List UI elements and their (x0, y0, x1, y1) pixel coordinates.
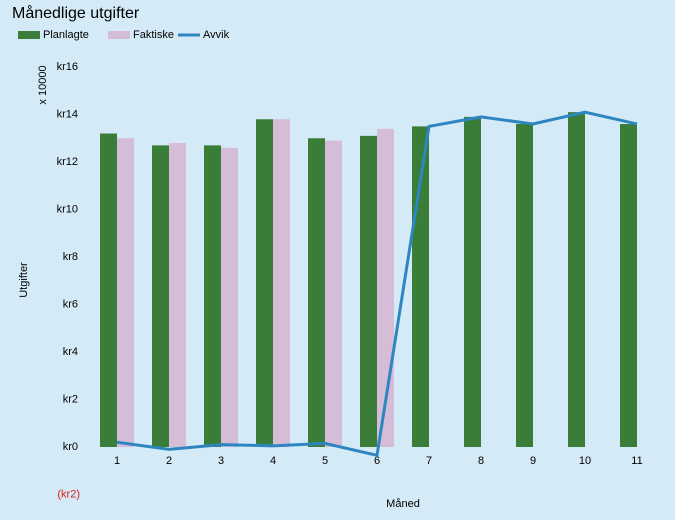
bar (117, 138, 134, 447)
x-tick-label: 1 (114, 455, 120, 467)
y-tick-label: kr4 (63, 346, 78, 358)
y-tick-label: kr6 (63, 298, 78, 310)
y-tick-label: kr8 (63, 251, 78, 263)
y-axis-title: Utgifter (18, 262, 30, 298)
legend-label: Faktiske (133, 29, 174, 41)
bar (516, 124, 533, 447)
y-unit: x 10000 (37, 65, 49, 104)
legend-label: Avvik (203, 29, 230, 41)
bar (273, 119, 290, 447)
legend-swatch (108, 31, 130, 39)
line (116, 110, 638, 458)
x-axis-title: Måned (386, 498, 420, 510)
x-tick-label: 5 (322, 455, 328, 467)
bar (100, 133, 117, 447)
bar (204, 145, 221, 447)
bar (152, 145, 169, 447)
y-tick-label: kr10 (57, 203, 78, 215)
y-tick-label: kr2 (63, 393, 78, 405)
bar (620, 124, 637, 447)
y-tick-label: kr12 (57, 156, 78, 168)
x-tick-label: 7 (426, 455, 432, 467)
y-tick-label: kr16 (57, 61, 78, 73)
x-tick-label: 9 (530, 455, 536, 467)
chart-title: Månedlige utgifter (12, 4, 140, 22)
x-tick-label: 3 (218, 455, 224, 467)
y-tick-label: kr14 (57, 108, 78, 120)
bar (308, 138, 325, 447)
bar (325, 140, 342, 447)
x-tick-label: 10 (579, 455, 591, 467)
legend-label: Planlagte (43, 29, 89, 41)
legend-swatch (18, 31, 40, 39)
bar (169, 143, 186, 447)
y-tick-label: (kr2) (57, 488, 80, 500)
y-tick-label: kr0 (63, 441, 78, 453)
bar (256, 119, 273, 447)
x-tick-label: 8 (478, 455, 484, 467)
bar (464, 116, 481, 447)
x-tick-label: 6 (374, 455, 380, 467)
bar (221, 147, 238, 447)
bar (568, 112, 585, 447)
x-tick-label: 11 (631, 455, 642, 467)
bar (360, 135, 377, 447)
x-tick-label: 4 (270, 455, 276, 467)
x-tick-label: 2 (166, 455, 172, 467)
